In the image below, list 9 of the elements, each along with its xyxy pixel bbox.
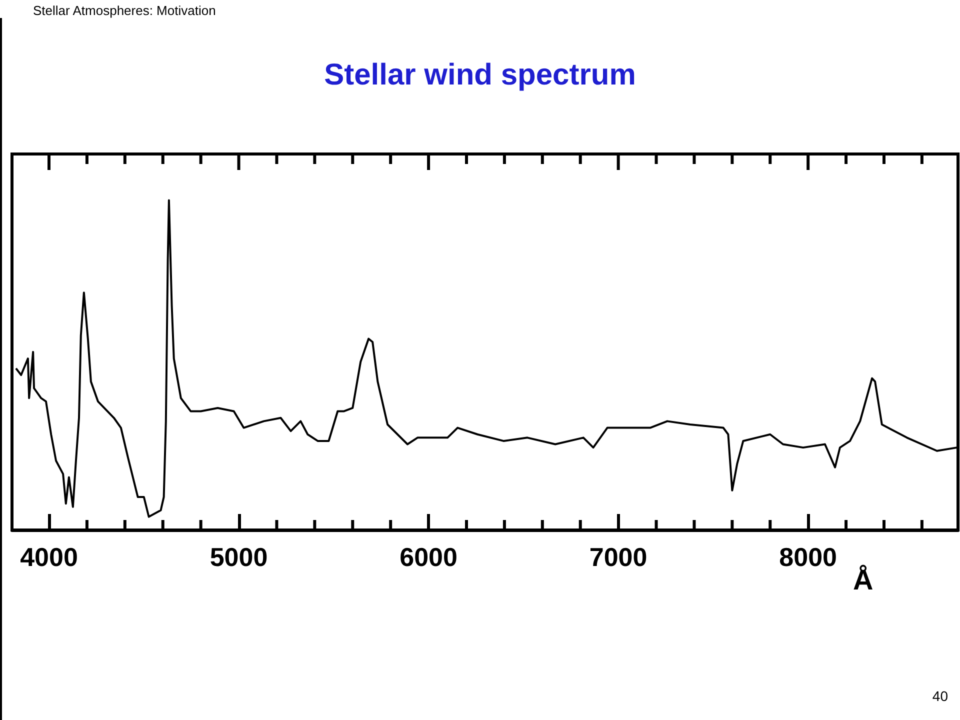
text: 40 (932, 688, 948, 704)
x-tick-label: 5000 (210, 542, 268, 572)
x-tick-label: 8000 (779, 542, 838, 572)
x-tick-label: 4000 (20, 542, 78, 572)
x-tick-label: 7000 (589, 542, 648, 572)
x-axis-title: Å (853, 564, 874, 596)
text: Stellar Atmospheres: Motivation (33, 3, 216, 18)
x-tick-label: 6000 (400, 542, 458, 572)
chart-title: Stellar wind spectrum (324, 58, 636, 92)
